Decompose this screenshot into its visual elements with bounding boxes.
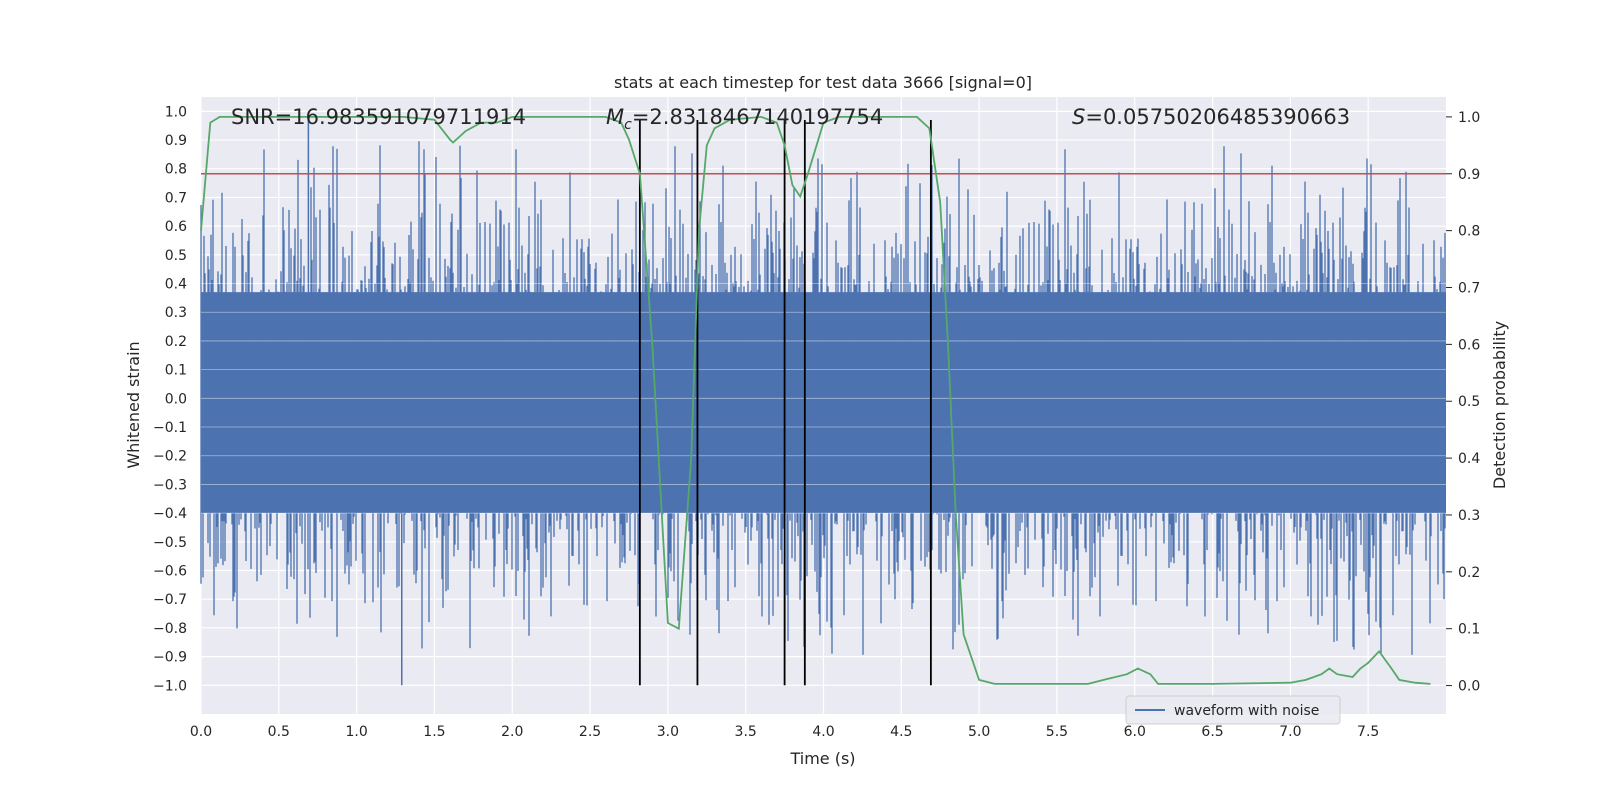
- y-tick-label: −0.6: [153, 564, 187, 580]
- x-axis-ticks: 0.0 0.5 1.0 1.5 2.0 2.5 3.0 3.5 4.0 4.5 5.0 5.5 6.0 6…: [190, 724, 1379, 740]
- y2-tick-label: 0.9: [1458, 167, 1480, 183]
- chirp-mass-annotation: Mc=2.8318467140197754: [606, 105, 883, 133]
- s-statistic-symbol: S: [1072, 105, 1085, 129]
- y-tick-label: 0.5: [165, 248, 187, 264]
- chirp-mass-symbol: M: [606, 105, 624, 129]
- y2-tick-label: 0.6: [1458, 337, 1480, 353]
- y-tick-label: 0.7: [165, 190, 187, 206]
- x-tick-label: 5.0: [968, 724, 990, 740]
- y2-tick-label: 0.5: [1458, 394, 1480, 410]
- x-tick-label: 7.0: [1279, 724, 1301, 740]
- y2-tick-label: 0.7: [1458, 281, 1480, 297]
- y-tick-label: 0.2: [165, 334, 187, 350]
- y-tick-label: 0.8: [165, 162, 187, 178]
- x-tick-label: 4.0: [812, 724, 834, 740]
- legend-box: [1125, 695, 1341, 725]
- x-tick-label: 6.0: [1124, 724, 1146, 740]
- chirp-mass-subscript: c: [624, 117, 632, 133]
- y-axis-label: Whitened strain: [124, 341, 143, 468]
- x-tick-label: 0.0: [190, 724, 212, 740]
- y2-axis-label: Detection probability: [1490, 321, 1509, 489]
- legend-label-waveform: waveform with noise: [1174, 703, 1319, 719]
- x-tick-label: 5.5: [1046, 724, 1068, 740]
- snr-annotation: SNR=16.983591079711914: [231, 105, 526, 129]
- detection-probability-line: [200, 115, 1431, 685]
- y-tick-label: −0.8: [153, 621, 187, 637]
- y-tick-label: −0.9: [153, 650, 187, 666]
- y2-tick-label: 1.0: [1458, 110, 1480, 126]
- y-tick-label: 1.0: [165, 104, 187, 120]
- s-statistic-value: =0.05750206485390663: [1085, 105, 1350, 129]
- y2-tick-label: 0.3: [1458, 508, 1480, 524]
- y2-tick-label: 0.2: [1458, 565, 1480, 581]
- detection-probability-series: [200, 115, 1431, 685]
- y-tick-label: 0.0: [165, 391, 187, 407]
- chirp-mass-value: =2.8318467140197754: [632, 105, 883, 129]
- y-tick-label: 0.3: [165, 305, 187, 321]
- x-tick-label: 4.5: [890, 724, 912, 740]
- x-tick-label: 1.0: [345, 724, 367, 740]
- y-tick-label: −0.2: [153, 449, 187, 465]
- x-tick-label: 2.0: [501, 724, 523, 740]
- y-tick-label: −0.3: [153, 477, 187, 493]
- y-tick-label: 0.9: [165, 133, 187, 149]
- y-axis-ticks: 1.0 0.9 0.8 0.7 0.6 0.5 0.4 0.3 0.2 0.1 0.0 −0.1 −0.…: [153, 104, 187, 694]
- x-tick-label: 1.5: [423, 724, 445, 740]
- x-axis-label: Time (s): [789, 749, 855, 768]
- y-tick-label: −0.4: [153, 506, 187, 522]
- vertical-markers: [638, 119, 932, 686]
- x-tick-label: 0.5: [268, 724, 290, 740]
- x-tick-label: 3.0: [657, 724, 679, 740]
- y2-tick-label: 0.0: [1458, 679, 1480, 695]
- y-tick-label: 0.4: [165, 277, 187, 293]
- x-tick-label: 7.5: [1357, 724, 1379, 740]
- waveform-with-noise-line: [200, 141, 1446, 655]
- y-tick-label: −0.5: [153, 535, 187, 551]
- y2-tick-label: 0.1: [1458, 622, 1480, 638]
- y2-tick-label: 0.4: [1458, 451, 1480, 467]
- y-tick-label: −1.0: [153, 678, 187, 694]
- legend: waveform with noise: [1125, 695, 1341, 725]
- chart-title: stats at each timestep for test data 366…: [614, 73, 1032, 92]
- x-tick-label: 3.5: [735, 724, 757, 740]
- x-tick-label: 2.5: [579, 724, 601, 740]
- x-tick-label: 6.5: [1201, 724, 1223, 740]
- y2-axis-ticks: 1.0 0.9 0.8 0.7 0.6 0.5 0.4 0.3 0.2 0.1 0.0: [1446, 110, 1480, 695]
- y-tick-label: −0.1: [153, 420, 187, 436]
- y-tick-label: 0.1: [165, 363, 187, 379]
- y2-tick-label: 0.8: [1458, 224, 1480, 240]
- y-tick-label: −0.7: [153, 592, 187, 608]
- y-tick-label: 0.6: [165, 219, 187, 235]
- s-statistic-annotation: S=0.05750206485390663: [1072, 105, 1350, 129]
- waveform-with-noise-series: [200, 114, 1446, 686]
